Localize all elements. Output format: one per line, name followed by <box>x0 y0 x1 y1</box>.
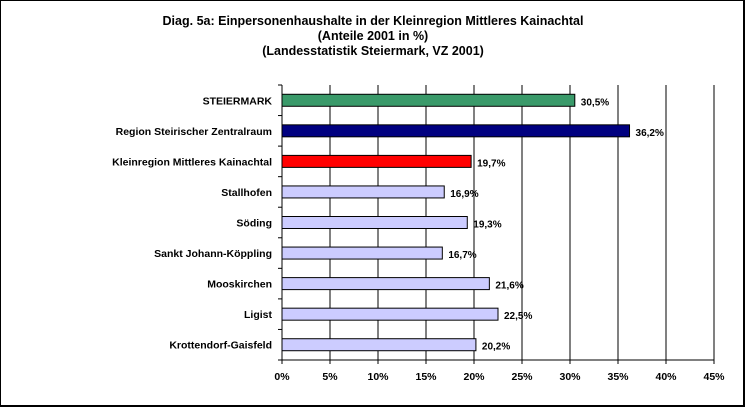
value-label: 19,7% <box>477 158 505 169</box>
category-label: Stallhofen <box>221 187 272 199</box>
x-tick-label: 45% <box>703 371 725 383</box>
value-label: 36,2% <box>636 128 664 139</box>
value-label: 16,9% <box>450 189 478 200</box>
x-tick-label: 30% <box>559 371 581 383</box>
bar <box>281 93 576 107</box>
category-label: Söding <box>236 218 272 230</box>
x-tick-label: 10% <box>367 371 389 383</box>
bar <box>281 154 472 168</box>
chart-subtitle-1: (Anteile 2001 in %) <box>317 29 429 43</box>
bar <box>281 185 445 199</box>
category-label: Mooskirchen <box>207 279 272 291</box>
x-tick-label: 25% <box>511 371 533 383</box>
value-label: 22,5% <box>504 311 532 322</box>
value-label: 21,6% <box>495 281 523 292</box>
chart-subtitle-2: (Landesstatistik Steiermark, VZ 2001) <box>262 44 484 58</box>
category-label: Kleinregion Mittleres Kainachtal <box>112 156 272 168</box>
value-label: 30,5% <box>581 97 609 108</box>
chart-title: Diag. 5a: Einpersonenhaushalte in der Kl… <box>162 14 584 28</box>
x-tick-label: 0% <box>274 371 290 383</box>
category-label: Krottendorf-Gaisfeld <box>169 340 272 352</box>
bar <box>281 246 443 260</box>
x-tick-label: 5% <box>322 371 338 383</box>
value-label: 16,7% <box>448 250 476 261</box>
chart-title-block: Diag. 5a: Einpersonenhaushalte in der Kl… <box>0 14 746 59</box>
value-label: 20,2% <box>482 342 510 353</box>
x-tick-label: 40% <box>655 371 677 383</box>
bar <box>281 216 468 229</box>
category-label: STEIERMARK <box>203 95 273 107</box>
bar <box>281 338 477 352</box>
value-label: 19,3% <box>473 220 501 231</box>
category-label: Ligist <box>244 309 273 321</box>
bar <box>281 307 499 321</box>
category-label: Region Steirischer Zentralraum <box>116 126 272 138</box>
category-label: Sankt Johann-Köppling <box>154 248 272 260</box>
x-tick-label: 20% <box>463 371 485 383</box>
bar <box>281 124 631 138</box>
x-tick-label: 35% <box>607 371 629 383</box>
bar <box>281 277 490 291</box>
x-tick-label: 15% <box>415 371 437 383</box>
